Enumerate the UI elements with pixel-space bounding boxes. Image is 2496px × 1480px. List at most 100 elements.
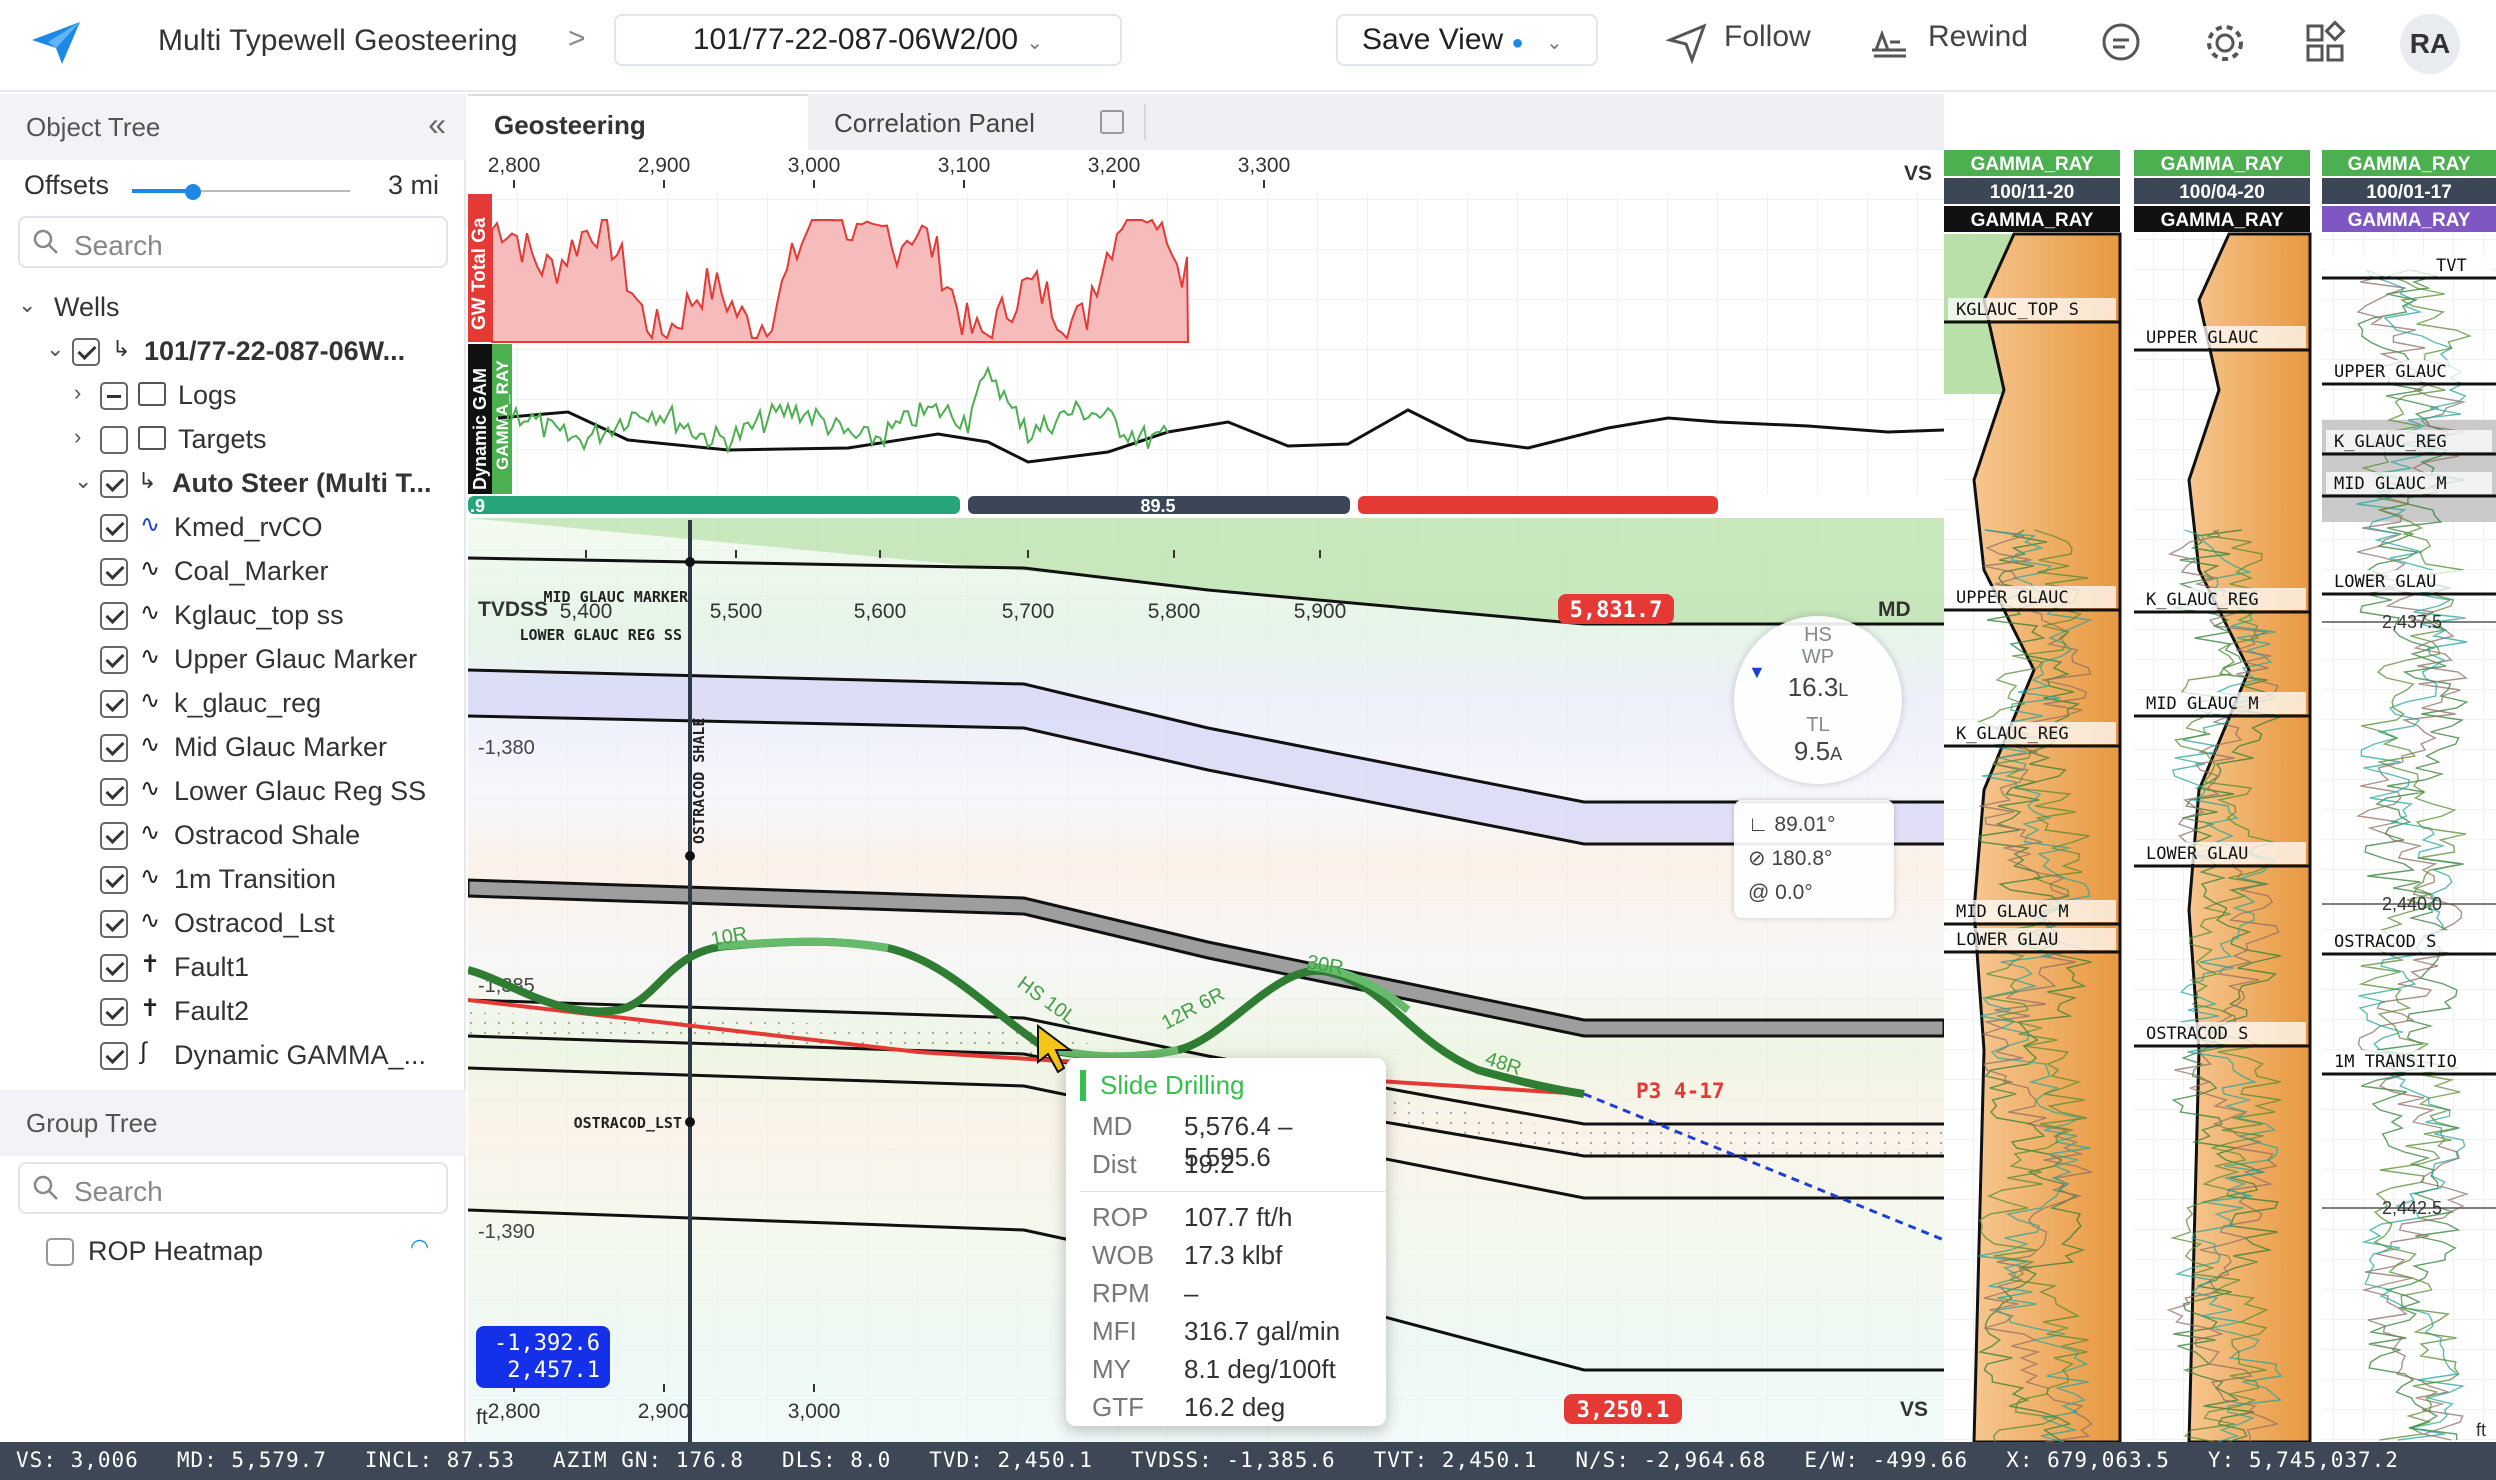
rewind-icon[interactable] bbox=[1866, 20, 1912, 66]
layer-checkbox[interactable] bbox=[100, 910, 128, 938]
axis-tick-label: 5,700 bbox=[1002, 600, 1055, 623]
tooltip-key: RPM bbox=[1092, 1278, 1150, 1308]
rop-heatmap-checkbox[interactable] bbox=[46, 1238, 74, 1266]
targets-checkbox[interactable] bbox=[100, 426, 128, 454]
marker-ostracod-lst: OSTRACOD_LST bbox=[574, 1114, 682, 1132]
status-value: 5,745,037.2 bbox=[2248, 1448, 2399, 1472]
axis-tick-label: 3,000 bbox=[788, 154, 841, 177]
typewell-marker-label: OSTRACOD S bbox=[2146, 1024, 2248, 1044]
offsets-slider-thumb[interactable] bbox=[185, 184, 202, 200]
well-selector[interactable]: 101/77-22-087-06W2/00 ⌄ bbox=[614, 14, 1122, 66]
layer-checkbox[interactable] bbox=[100, 646, 128, 674]
typewell-column[interactable]: GAMMA_RAY 100/04-20 GAMMA_RAY UPPER GLAUC K_… bbox=[2134, 150, 2312, 1444]
progress-segment-3[interactable] bbox=[1358, 496, 1718, 514]
offsets-label: Offsets bbox=[24, 170, 110, 200]
tooltip-title: Slide Drilling bbox=[1080, 1070, 1386, 1101]
chevron-down-icon[interactable]: ⌄ bbox=[18, 292, 37, 317]
horizon-icon: ∿ bbox=[140, 731, 161, 758]
layer-checkbox[interactable] bbox=[100, 998, 128, 1026]
layer-checkbox[interactable] bbox=[100, 866, 128, 894]
typewell-curve-name: GAMMA_RAY bbox=[1971, 210, 2094, 231]
tooltip-divider bbox=[1080, 1191, 1386, 1192]
layer-checkbox[interactable] bbox=[100, 822, 128, 850]
layer-label: Upper Glauc Marker bbox=[174, 644, 418, 674]
typewell-trace bbox=[2355, 269, 2470, 1441]
follow-button[interactable]: Follow bbox=[1724, 20, 1811, 53]
well-checkbox[interactable] bbox=[72, 338, 100, 366]
group-tree-title: Group Tree bbox=[26, 1108, 158, 1138]
typewell-trace bbox=[2170, 529, 2282, 1443]
typewell-canvas[interactable]: GAMMA_RAY 100/11-20 GAMMA_RAY KGLAUC_TOP S U… bbox=[1944, 150, 2496, 1444]
typewell-column[interactable]: GAMMA_RAY 100/11-20 GAMMA_RAY KGLAUC_TOP S U… bbox=[1944, 150, 2122, 1444]
layer-checkbox[interactable] bbox=[100, 558, 128, 586]
layer-checkbox[interactable] bbox=[100, 690, 128, 718]
typewell-trace bbox=[2171, 529, 2284, 1443]
status-item: N/S: -2,964.68 bbox=[1575, 1448, 1766, 1472]
status-item: Y: 5,745,037.2 bbox=[2208, 1448, 2399, 1472]
progress-segment-1[interactable] bbox=[468, 496, 960, 514]
widgets-icon[interactable] bbox=[2302, 20, 2348, 66]
chevron-down-icon[interactable]: ⌄ bbox=[74, 468, 93, 493]
progress-segment-2[interactable] bbox=[968, 496, 1350, 514]
axis-tick-label: 2,900 bbox=[638, 154, 691, 177]
typewell-trace bbox=[1979, 529, 2094, 1443]
typewell-panels: GAMMA_RAY 100/11-20 GAMMA_RAY KGLAUC_TOP S U… bbox=[1944, 150, 2496, 1444]
layer-checkbox[interactable] bbox=[100, 734, 128, 762]
status-value: 87.53 bbox=[446, 1448, 516, 1472]
tooltip-value: 16.2 deg bbox=[1184, 1392, 1286, 1422]
rewind-button[interactable]: Rewind bbox=[1928, 20, 2029, 53]
status-value: 2,450.1 bbox=[1441, 1448, 1538, 1472]
progress-left-label: .9 bbox=[470, 496, 485, 516]
follow-icon[interactable] bbox=[1664, 20, 1710, 66]
status-key: E/W: bbox=[1804, 1448, 1859, 1472]
typewell-marker-label: K_GLAUC_REG bbox=[2146, 590, 2259, 610]
marker-lower-glauc: LOWER GLAUC REG SS bbox=[519, 626, 682, 644]
collapse-panel-icon[interactable]: « bbox=[428, 106, 446, 142]
typewell-column[interactable]: GAMMA_RAY 100/01-17 GAMMA_RAY TVT UPPER GLAU… bbox=[2322, 150, 2496, 1442]
chevron-right-icon[interactable]: › bbox=[74, 424, 82, 449]
typewell-log-name: GAMMA_RAY bbox=[2161, 154, 2284, 175]
axis-tick-label: 2,800 bbox=[488, 154, 541, 177]
user-avatar[interactable]: RA bbox=[2400, 14, 2460, 74]
typewell-marker-bg bbox=[2326, 254, 2492, 276]
chevron-down-icon[interactable]: ⌄ bbox=[46, 336, 65, 361]
marker-mid-glauc: MID GLAUC MARKER bbox=[544, 588, 689, 606]
group-search-input[interactable]: Search bbox=[18, 1162, 448, 1214]
tab-correlation-panel[interactable]: Correlation Panel bbox=[834, 108, 1035, 138]
save-view-button[interactable]: Save View ● ⌄ bbox=[1336, 14, 1598, 66]
layer-label: Dynamic GAMMA_... bbox=[174, 1040, 427, 1070]
tooltip-key: GTF bbox=[1092, 1392, 1144, 1422]
app-title: Multi Typewell Geosteering bbox=[158, 24, 518, 57]
bottom-axis-unit: VS bbox=[1900, 1398, 1928, 1421]
status-key: VS: bbox=[16, 1448, 57, 1472]
typewell-marker-label: UPPER GLAUC bbox=[2334, 362, 2447, 382]
chat-icon[interactable] bbox=[2098, 20, 2144, 66]
well-selector-value: 101/77-22-087-06W2/00 bbox=[692, 23, 1019, 56]
auto-steer-checkbox[interactable] bbox=[100, 470, 128, 498]
typewell-curve-name: GAMMA_RAY bbox=[2348, 210, 2471, 231]
layer-checkbox[interactable] bbox=[100, 778, 128, 806]
typewell-marker-bg bbox=[2326, 570, 2492, 592]
logs-checkbox[interactable] bbox=[100, 382, 128, 410]
gear-icon[interactable] bbox=[2202, 20, 2248, 66]
compass-widget[interactable]: HS WP ▼ 16.3L TL 9.5A bbox=[1734, 616, 1902, 784]
offsets-slider[interactable] bbox=[132, 182, 350, 202]
compass-tl-label: TL bbox=[1806, 714, 1830, 736]
popout-icon[interactable] bbox=[1100, 110, 1124, 134]
layer-checkbox[interactable] bbox=[100, 954, 128, 982]
layer-checkbox[interactable] bbox=[100, 514, 128, 542]
tab-geosteering[interactable]: Geosteering bbox=[468, 94, 808, 150]
chevron-right-icon[interactable]: › bbox=[74, 380, 82, 405]
angles-panel: ∟ 89.01° ⊘ 180.8° @ 0.0° bbox=[1734, 800, 1894, 918]
layer-checkbox[interactable] bbox=[100, 602, 128, 630]
tooltip-value: – bbox=[1184, 1278, 1199, 1308]
layer-checkbox[interactable] bbox=[100, 1042, 128, 1070]
app-logo-icon[interactable] bbox=[28, 18, 84, 68]
compass-wp-value: 16.3 bbox=[1787, 672, 1839, 702]
object-search-input[interactable]: Search bbox=[18, 216, 448, 268]
compass-tl-value: 9.5 bbox=[1793, 736, 1831, 766]
current-vs-badge bbox=[1564, 1394, 1682, 1424]
dynamic-gamma-curve bbox=[497, 408, 1944, 464]
gw-total-gamma-curve bbox=[491, 218, 1190, 343]
save-view-label: Save View bbox=[1362, 23, 1504, 56]
